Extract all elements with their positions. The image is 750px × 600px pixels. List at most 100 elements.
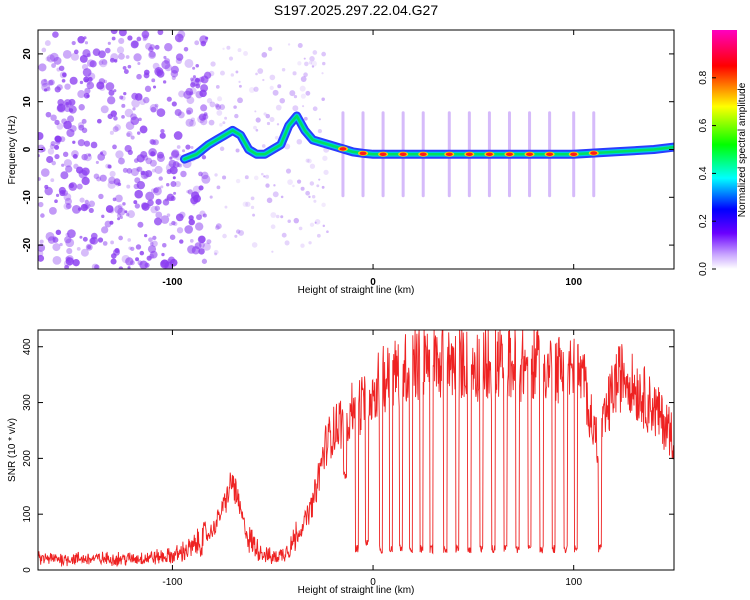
noise-blob [154, 103, 159, 108]
noise-blob [127, 266, 131, 269]
noise-blob [202, 242, 211, 251]
noise-blob [56, 122, 64, 130]
noise-blob [45, 111, 52, 118]
noise-blob [302, 105, 305, 108]
ridge-peak [485, 152, 493, 157]
noise-blob [142, 34, 149, 41]
ridge-peak [419, 152, 427, 157]
noise-blob [311, 195, 316, 199]
noise-blob [252, 213, 256, 217]
noise-blob [158, 176, 163, 181]
noise-blob [197, 115, 206, 124]
y-tick-label: 100 [22, 505, 33, 522]
noise-blob [101, 59, 108, 65]
noise-blob [202, 213, 207, 218]
noise-blob [79, 235, 83, 239]
noise-blob [132, 40, 139, 48]
noise-blob [126, 132, 131, 137]
noise-blob [78, 169, 88, 179]
noise-blob [300, 93, 307, 99]
noise-blob [208, 70, 215, 77]
noise-blob [108, 176, 116, 185]
noise-blob [198, 185, 204, 191]
noise-blob [200, 104, 208, 112]
noise-blob [54, 135, 61, 143]
noise-blob [144, 234, 148, 238]
noise-blob [171, 149, 180, 158]
noise-blob [78, 124, 85, 131]
noise-blob [61, 78, 66, 83]
noise-blob [118, 30, 127, 37]
noise-blob [142, 37, 147, 42]
noise-blob [318, 178, 321, 181]
noise-blob [314, 219, 321, 225]
noise-blob [303, 57, 306, 60]
noise-blob [107, 180, 116, 189]
noise-blob [148, 237, 153, 243]
noise-blob [133, 158, 139, 163]
noise-blob [89, 60, 97, 68]
snr-line [38, 330, 674, 567]
noise-blob [109, 170, 116, 178]
noise-blob [150, 139, 157, 146]
noise-blob [136, 131, 141, 135]
noise-blob [200, 40, 207, 47]
noise-blob [52, 237, 59, 243]
noise-blob [254, 110, 257, 113]
noise-blob [71, 40, 76, 46]
noise-blob [184, 225, 194, 234]
noise-blob [160, 215, 170, 224]
noise-blob [117, 182, 122, 187]
noise-blob [279, 97, 286, 104]
noise-blob [81, 176, 90, 186]
noise-blob [151, 168, 156, 173]
noise-blob [150, 205, 158, 214]
noise-blob [96, 118, 102, 124]
noise-blob [63, 193, 72, 201]
noise-blob [110, 110, 117, 117]
noise-blob [93, 173, 100, 180]
noise-blob [133, 53, 142, 62]
noise-blob [195, 90, 204, 99]
figure-title: S197.2025.297.22.04.G27 [274, 2, 438, 18]
noise-blob [298, 226, 303, 231]
noise-blob [296, 179, 302, 184]
noise-blob [84, 41, 89, 45]
noise-blob [44, 186, 53, 196]
noise-blob [202, 113, 209, 120]
noise-blob [130, 116, 140, 126]
noise-blob [163, 55, 167, 60]
noise-blob [293, 217, 300, 224]
noise-blob [196, 214, 202, 221]
noise-blob [267, 46, 273, 52]
noise-blob [62, 49, 72, 59]
noise-blob [293, 94, 298, 99]
noise-blob [214, 103, 220, 108]
noise-blob [135, 166, 141, 172]
noise-blob [166, 193, 175, 202]
noise-blob [46, 54, 55, 63]
noise-blob [87, 81, 91, 85]
noise-blob [175, 53, 184, 61]
noise-blob [173, 221, 178, 226]
noise-blob [248, 87, 255, 93]
noise-blob [87, 76, 93, 82]
noise-blob [72, 153, 78, 159]
noise-blob [312, 106, 318, 112]
noise-blob [265, 113, 271, 119]
noise-blob [321, 51, 326, 57]
noise-blob [190, 146, 194, 150]
noise-blob [101, 214, 105, 218]
colorbar-tick-label: 0.0 [698, 262, 709, 276]
noise-blob [48, 79, 55, 86]
noise-blob [96, 81, 105, 90]
noise-blob [83, 36, 87, 40]
noise-blob [201, 174, 211, 184]
noise-blob [272, 191, 279, 198]
noise-blob [190, 117, 195, 122]
noise-blob [266, 197, 273, 204]
noise-blob [136, 73, 142, 80]
noise-blob [253, 86, 259, 92]
noise-blob [114, 124, 121, 131]
